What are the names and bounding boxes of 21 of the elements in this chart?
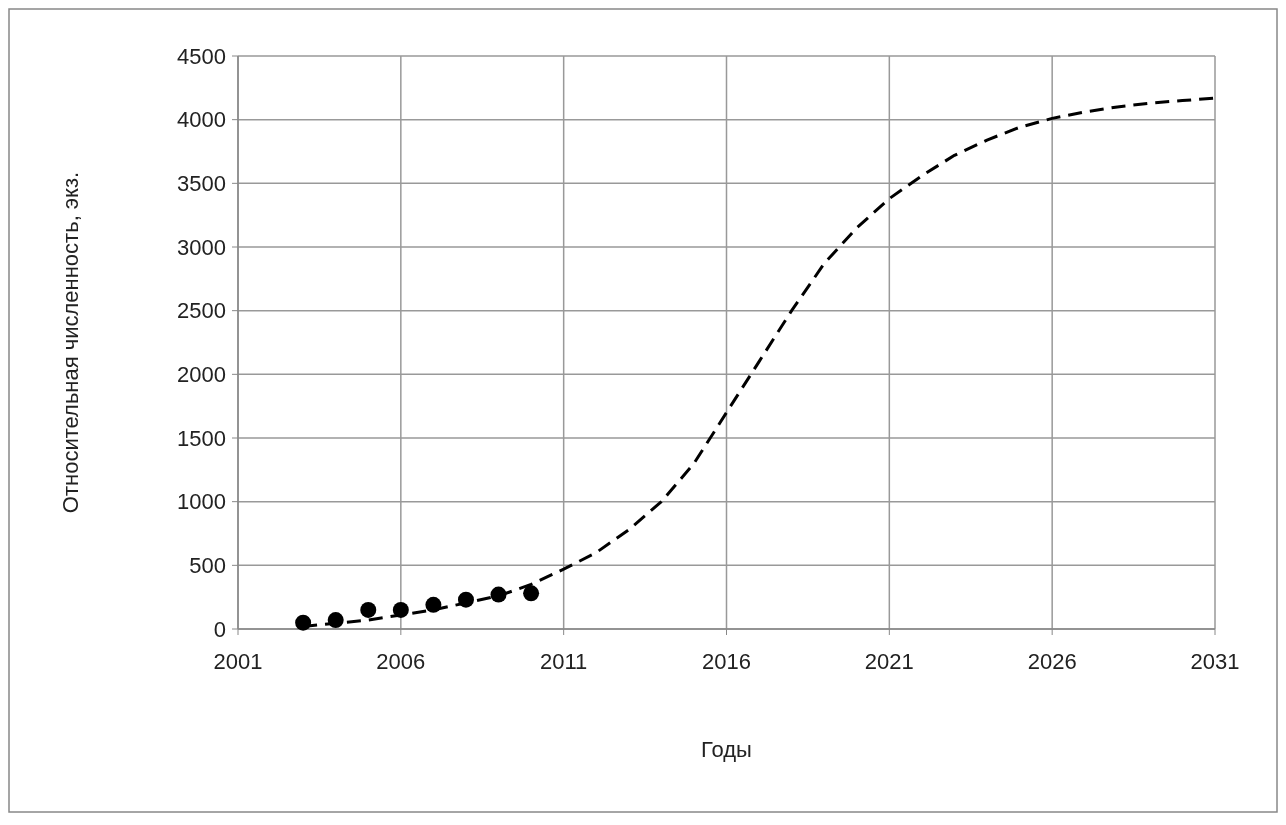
y-tick-label: 3000: [177, 234, 226, 260]
x-tick-label: 2011: [540, 649, 588, 674]
y-tick-label: 3500: [177, 171, 226, 197]
x-axis-title: Годы: [701, 737, 752, 762]
x-tick-label: 2006: [376, 649, 426, 674]
y-tick-label: 4000: [177, 107, 226, 133]
y-tick-label: 1500: [177, 425, 226, 451]
x-tick-label: 2031: [1190, 649, 1240, 674]
y-tick-label: 2500: [177, 298, 226, 324]
y-tick-label: 0: [213, 616, 226, 642]
x-tick-label: 2021: [864, 649, 914, 674]
y-tick-label: 1000: [177, 489, 226, 515]
x-tick-label: 2026: [1027, 649, 1077, 674]
point: [523, 585, 540, 602]
y-tick-label: 4500: [177, 43, 226, 69]
x-tick-label: 2016: [702, 649, 751, 674]
y-tick-label: 2000: [177, 362, 226, 388]
x-tick-label: 2001: [213, 649, 263, 674]
y-tick-label: 500: [189, 553, 226, 579]
y-axis-title: Относительная численность, экз.: [58, 171, 83, 514]
point: [360, 601, 377, 618]
